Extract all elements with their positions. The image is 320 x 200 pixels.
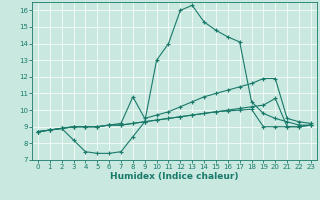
X-axis label: Humidex (Indice chaleur): Humidex (Indice chaleur) xyxy=(110,172,239,181)
